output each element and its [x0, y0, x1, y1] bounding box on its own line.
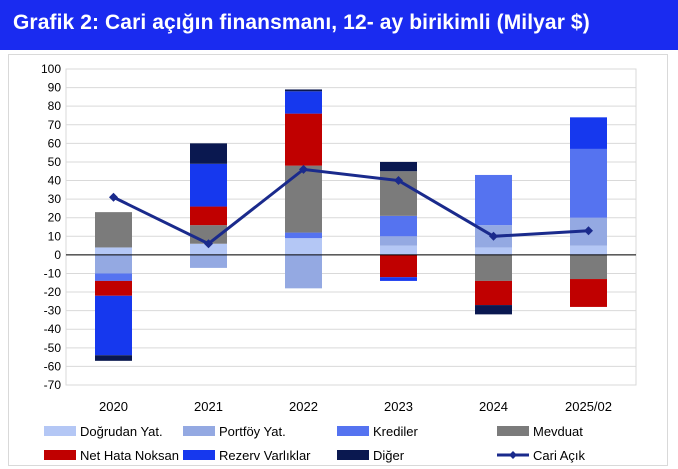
x-tick-label: 2024: [479, 399, 508, 414]
y-tick-label: -30: [44, 304, 62, 318]
bar-segment: [190, 206, 227, 226]
y-tick-label: -50: [44, 341, 62, 355]
line-marker: [204, 239, 213, 249]
bar-segment: [285, 238, 322, 255]
legend-label: Doğrudan Yat.: [80, 424, 163, 439]
bar-segment: [380, 236, 417, 246]
bar-segment: [475, 305, 512, 315]
bar-segment: [285, 254, 322, 289]
chart-title: Grafik 2: Cari açığın finansmanı, 12- ay…: [13, 11, 590, 34]
bar-segment: [285, 113, 322, 166]
legend-label: Mevduat: [533, 424, 583, 439]
x-tick-label: 2025/02: [565, 399, 612, 414]
y-tick-label: -70: [44, 378, 62, 392]
line-marker: [394, 176, 403, 186]
bar-segment: [475, 254, 512, 281]
line-marker: [584, 226, 593, 236]
bar-segment: [570, 245, 607, 255]
legend-label: Portföy Yat.: [219, 424, 286, 439]
y-tick-label: 80: [48, 99, 62, 113]
bar-segment: [95, 254, 132, 274]
bar-segment: [570, 148, 607, 218]
line-marker: [489, 231, 498, 241]
line-marker: [299, 164, 308, 174]
bar-segment: [380, 161, 417, 172]
bar-segment: [285, 89, 322, 92]
y-tick-label: 20: [48, 211, 62, 225]
x-tick-label: 2022: [289, 399, 318, 414]
legend-swatch: [183, 450, 215, 460]
y-tick-label: -40: [44, 322, 62, 336]
bar-segment: [570, 117, 607, 149]
bar-segment: [95, 355, 132, 361]
x-tick-label: 2020: [99, 399, 128, 414]
legend-swatch: [497, 426, 529, 436]
bar-segment: [285, 232, 322, 239]
y-tick-label: 50: [48, 155, 62, 169]
bar-segment: [475, 174, 512, 226]
bar-segment: [95, 280, 132, 296]
bar-segment: [285, 165, 322, 233]
plot-border: [65, 68, 637, 386]
bar-segment: [570, 279, 607, 307]
bar-segment: [380, 245, 417, 255]
bar-segment: [380, 277, 417, 281]
legend-swatch: [337, 450, 369, 460]
bar-segment: [380, 254, 417, 278]
legend-label: Diğer: [373, 448, 405, 463]
legend-swatch: [44, 426, 76, 436]
line-series: [112, 167, 589, 246]
y-tick-label: 60: [48, 136, 62, 150]
line-marker: [109, 192, 118, 202]
bar-segment: [95, 295, 132, 356]
bar-segment: [190, 243, 227, 255]
bar-segment: [95, 273, 132, 281]
bar-segment: [380, 215, 417, 237]
y-tick-label: 0: [54, 248, 61, 262]
y-tick-label: 90: [48, 81, 62, 95]
bar-segment: [475, 280, 512, 306]
y-tick-label: 10: [48, 229, 62, 243]
legend-swatch: [337, 426, 369, 436]
bar-segment: [475, 247, 512, 255]
y-tick-label: 40: [48, 174, 62, 188]
bar-segment: [95, 212, 132, 248]
y-tick-label: -20: [44, 285, 62, 299]
legend-label: Net Hata Noksan: [80, 448, 179, 463]
y-tick-label: 100: [41, 62, 61, 76]
title-bar: Grafik 2: Cari açığın finansmanı, 12- ay…: [0, 0, 678, 50]
y-tick-label: -60: [44, 359, 62, 373]
legend-swatch: [183, 426, 215, 436]
legend-label: Rezerv Varlıklar: [219, 448, 311, 463]
y-tick-label: -10: [44, 266, 62, 280]
bar-segment: [190, 143, 227, 164]
y-tick-label: 30: [48, 192, 62, 206]
bar-segment: [190, 163, 227, 207]
legend-label: Krediler: [373, 424, 418, 439]
x-tick-label: 2021: [194, 399, 223, 414]
legend-swatch: [44, 450, 76, 460]
x-tick-label: 2023: [384, 399, 413, 414]
bar-segment: [190, 254, 227, 268]
bar-segment: [95, 247, 132, 255]
legend-label: Cari Açık: [533, 448, 586, 463]
bar-segment: [570, 254, 607, 280]
bar-segment: [285, 91, 322, 114]
legend-swatch-marker: [509, 451, 517, 459]
y-tick-label: 70: [48, 118, 62, 132]
